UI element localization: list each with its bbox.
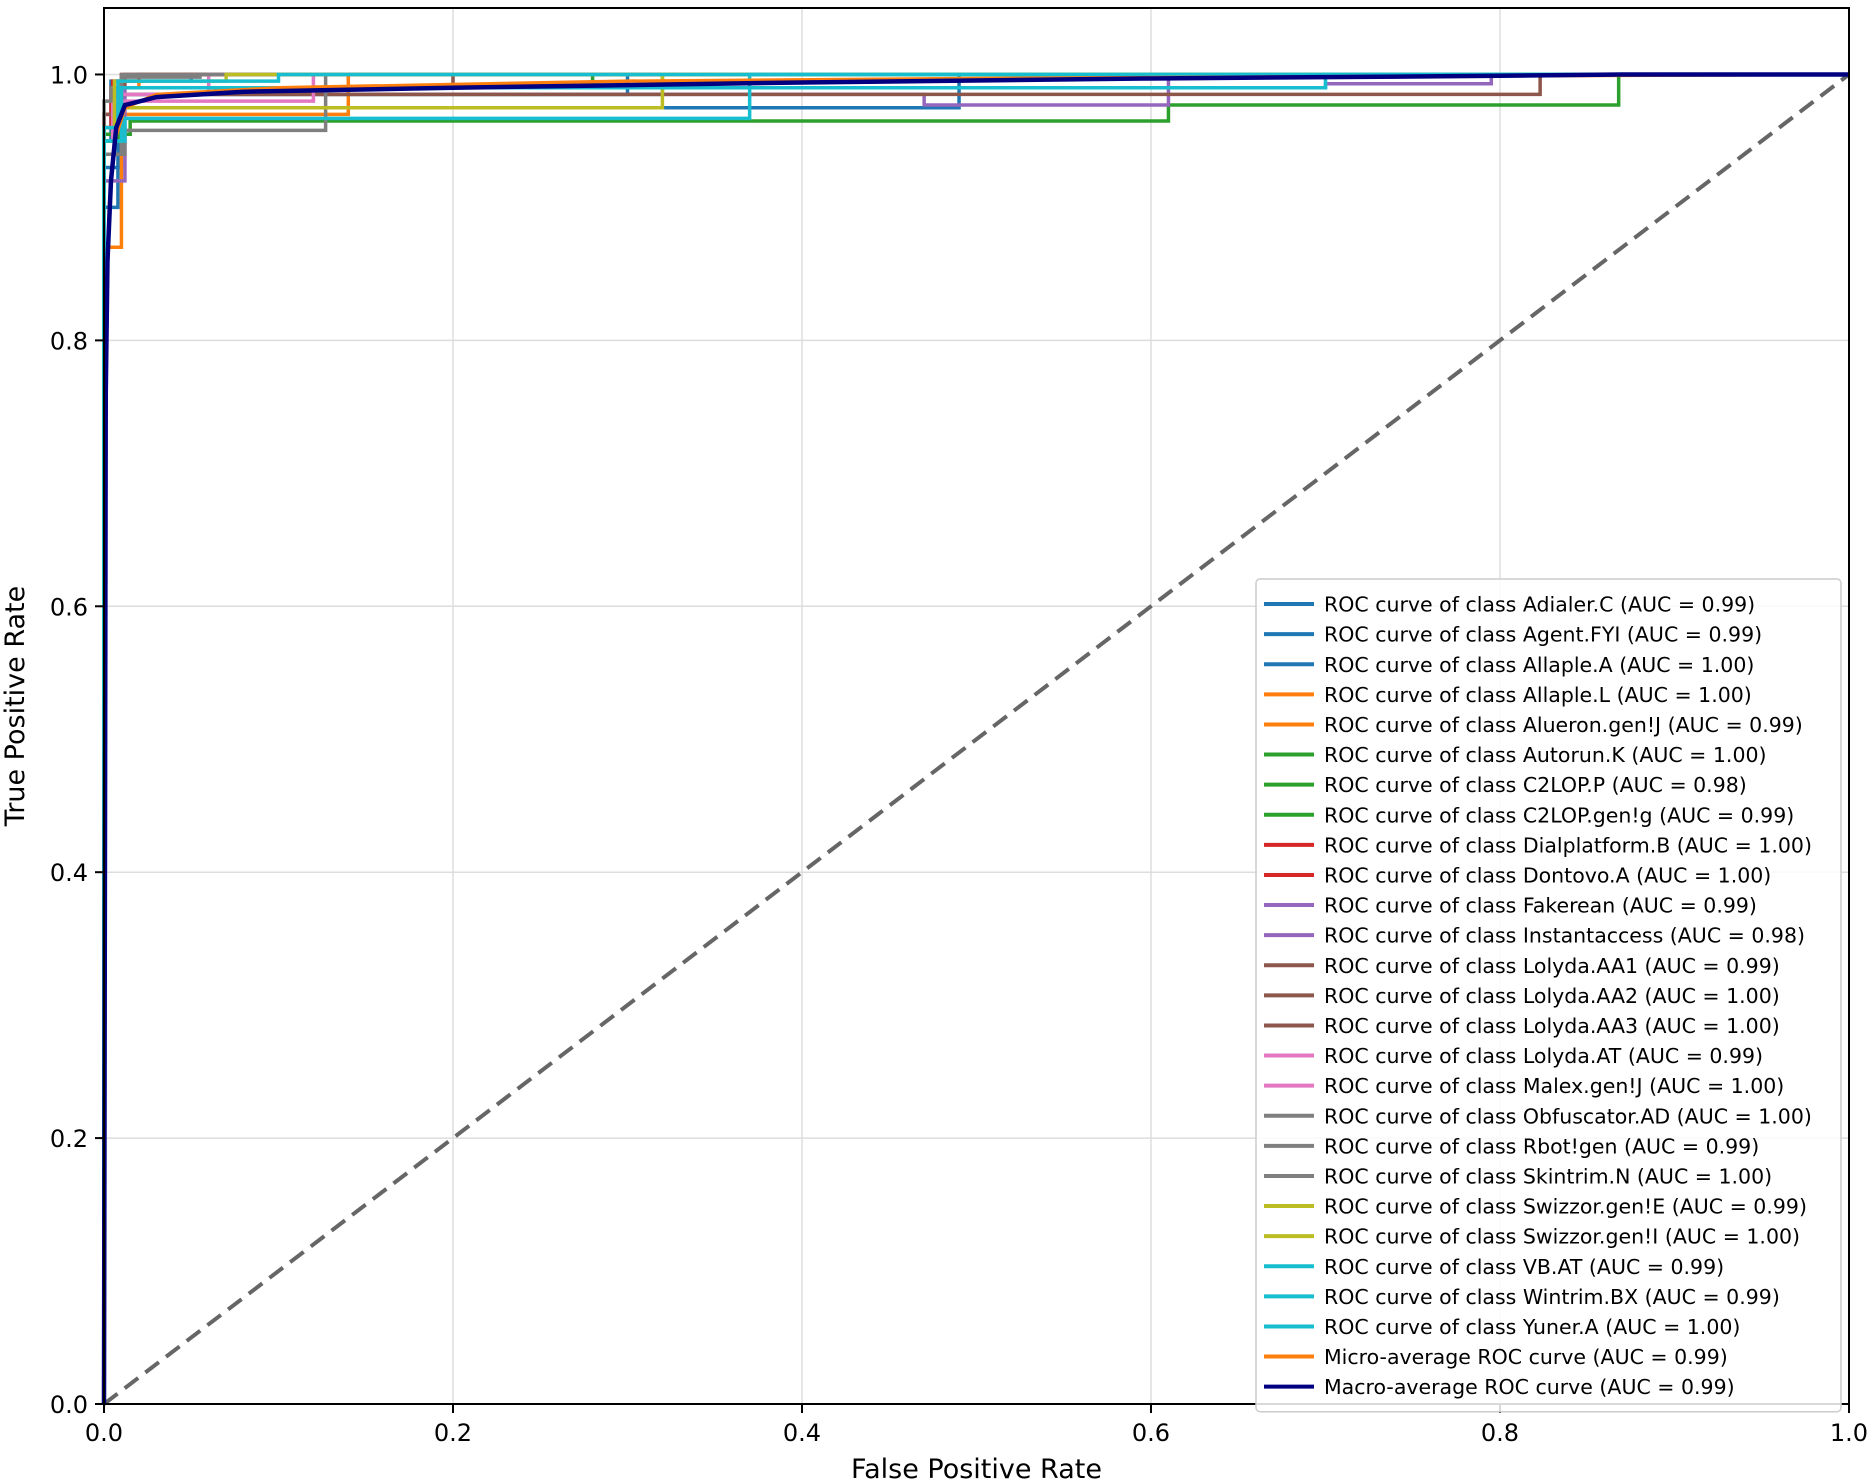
y-tick-label: 0.6	[50, 593, 88, 621]
x-axis-ticks: 0.0 0.2 0.4 0.6 0.8 1.0	[85, 1404, 1868, 1447]
legend-entry-label: ROC curve of class VB.AT (AUC = 0.99)	[1324, 1255, 1724, 1279]
legend-entry-label: ROC curve of class Instantaccess (AUC = …	[1324, 924, 1805, 948]
legend-entry-label: ROC curve of class Rbot!gen (AUC = 0.99)	[1324, 1134, 1759, 1158]
x-tick-label: 0.4	[783, 1419, 821, 1447]
legend-entry-label: ROC curve of class Lolyda.AA1 (AUC = 0.9…	[1324, 954, 1780, 978]
legend-entry-label: ROC curve of class C2LOP.gen!g (AUC = 0.…	[1324, 803, 1794, 827]
legend-entry-label: ROC curve of class Fakerean (AUC = 0.99)	[1324, 894, 1757, 918]
legend-entry-label: ROC curve of class Swizzor.gen!I (AUC = …	[1324, 1225, 1800, 1249]
y-tick-label: 0.8	[50, 327, 88, 355]
roc-series-line-26	[101, 72, 1849, 1405]
x-tick-label: 0.0	[85, 1419, 123, 1447]
legend-box	[1255, 578, 1842, 1413]
x-tick-label: 0.2	[434, 1419, 472, 1447]
roc-curves	[101, 72, 1851, 1406]
y-axis-ticks: 0.0 0.2 0.4 0.6 0.8 1.0	[50, 61, 104, 1419]
legend-entry-label: ROC curve of class Allaple.L (AUC = 1.00…	[1324, 683, 1752, 707]
legend-entry-label: ROC curve of class C2LOP.P (AUC = 0.98)	[1324, 773, 1747, 797]
x-axis-label: False Positive Rate	[851, 1454, 1102, 1484]
y-tick-label: 1.0	[50, 61, 88, 89]
legend-entry-label: ROC curve of class Skintrim.N (AUC = 1.0…	[1324, 1164, 1772, 1188]
legend-entry-label: ROC curve of class Lolyda.AT (AUC = 0.99…	[1324, 1044, 1763, 1068]
legend-entry-label: ROC curve of class Agent.FYI (AUC = 0.99…	[1324, 623, 1762, 647]
legend-entry-label: ROC curve of class Lolyda.AA3 (AUC = 1.0…	[1324, 1014, 1780, 1038]
x-tick-label: 1.0	[1830, 1419, 1868, 1447]
plot-frame	[103, 7, 1850, 1405]
chance-diagonal-line	[102, 72, 1851, 1406]
legend-entry-label: ROC curve of class Lolyda.AA2 (AUC = 1.0…	[1324, 984, 1780, 1008]
legend-entry-label: ROC curve of class Dialplatform.B (AUC =…	[1324, 833, 1812, 857]
y-tick-label: 0.0	[50, 1391, 88, 1419]
legend-entry-label: ROC curve of class Alueron.gen!J (AUC = …	[1324, 713, 1803, 737]
legend-entry-label: ROC curve of class Autorun.K (AUC = 1.00…	[1324, 743, 1767, 767]
x-tick-label: 0.6	[1132, 1419, 1170, 1447]
legend-entry-label: ROC curve of class Allaple.A (AUC = 1.00…	[1324, 653, 1754, 677]
legend-entry-label: ROC curve of class Malex.gen!J (AUC = 1.…	[1324, 1074, 1784, 1098]
legend-entry-label: ROC curve of class Wintrim.BX (AUC = 0.9…	[1324, 1285, 1780, 1309]
y-tick-label: 0.4	[50, 859, 88, 887]
y-axis-label: True Positive Rate	[0, 586, 31, 828]
legend-entry-label: ROC curve of class Adialer.C (AUC = 0.99…	[1324, 593, 1755, 617]
legend-entry-label: Macro-average ROC curve (AUC = 0.99)	[1324, 1375, 1735, 1399]
legend-entry-label: ROC curve of class Dontovo.A (AUC = 1.00…	[1324, 863, 1771, 887]
x-tick-label: 0.8	[1481, 1419, 1519, 1447]
legend-entry-label: ROC curve of class Obfuscator.AD (AUC = …	[1324, 1104, 1812, 1128]
legend: ROC curve of class Adialer.C (AUC = 0.99…	[1255, 578, 1842, 1413]
legend-entry-label: Micro-average ROC curve (AUC = 0.99)	[1324, 1345, 1728, 1369]
legend-entry-label: ROC curve of class Swizzor.gen!E (AUC = …	[1324, 1195, 1807, 1219]
y-tick-label: 0.2	[50, 1125, 88, 1153]
legend-entry-label: ROC curve of class Yuner.A (AUC = 1.00)	[1324, 1315, 1740, 1339]
